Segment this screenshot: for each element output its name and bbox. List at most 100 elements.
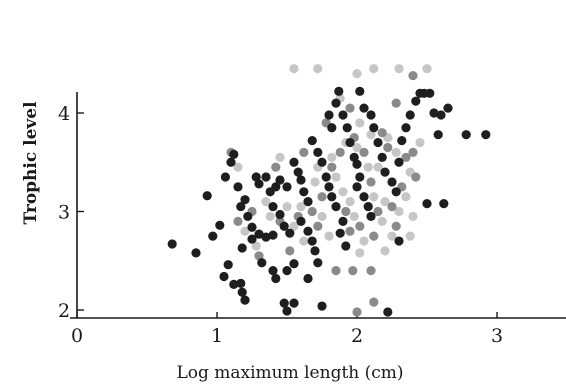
data-point-dark	[335, 228, 345, 238]
data-point-dark	[363, 201, 373, 212]
data-point-mid	[391, 98, 401, 108]
x-axis-title: Log maximum length (cm)	[176, 363, 403, 383]
data-point-light	[380, 246, 390, 256]
data-point-dark	[352, 182, 362, 192]
data-point-light	[363, 162, 373, 172]
data-point-mid	[254, 251, 264, 261]
x-tick-label: 2	[351, 325, 363, 347]
data-point-light	[345, 197, 355, 207]
data-point-light	[355, 248, 365, 258]
data-point-mid	[348, 266, 358, 276]
data-point-dark	[237, 287, 247, 297]
data-point-dark	[461, 130, 471, 140]
data-point-dark	[369, 123, 379, 133]
data-point-light	[408, 211, 418, 222]
data-point-light	[331, 172, 341, 182]
data-point-light	[380, 197, 390, 207]
data-point-dark	[296, 175, 306, 185]
data-point-dark	[439, 199, 449, 209]
data-point-dark	[345, 137, 355, 148]
data-point-dark	[307, 135, 317, 146]
data-point-mid	[355, 221, 365, 231]
data-point-dark	[254, 229, 264, 239]
data-point-dark	[394, 157, 404, 167]
data-point-dark	[429, 108, 439, 118]
data-point-dark	[167, 239, 177, 249]
data-point-light	[369, 192, 379, 202]
data-point-light	[310, 177, 320, 187]
data-point-dark	[299, 187, 309, 197]
data-point-light	[289, 64, 299, 74]
x-tick-label: 1	[211, 325, 223, 347]
data-point-mid	[366, 266, 376, 276]
data-point-dark	[422, 199, 432, 209]
data-point-light	[405, 231, 415, 241]
data-point-light	[324, 231, 334, 241]
data-point-dark	[191, 248, 201, 258]
data-point-mid	[345, 226, 355, 236]
data-point-dark	[307, 236, 317, 246]
data-point-dark	[268, 201, 278, 212]
data-point-dark	[257, 258, 267, 268]
data-point-dark	[443, 103, 453, 113]
data-point-dark	[349, 152, 359, 162]
data-point-dark	[327, 123, 337, 133]
data-point-mid	[411, 172, 421, 182]
x-tick-label: 3	[491, 325, 503, 347]
data-point-dark	[247, 234, 257, 244]
data-point-dark	[237, 243, 247, 253]
x-tick-label: 0	[71, 325, 83, 347]
data-point-light	[265, 211, 275, 222]
data-point-dark	[215, 220, 225, 230]
data-point-dark	[229, 149, 239, 159]
data-point-light	[422, 64, 432, 74]
data-point-dark	[303, 226, 313, 236]
axes	[70, 92, 566, 319]
data-point-light	[327, 152, 337, 162]
data-point-dark	[366, 110, 376, 120]
y-axis-title: Trophic level	[21, 101, 41, 225]
data-point-dark	[236, 201, 246, 212]
data-point-dark	[359, 103, 369, 113]
data-point-mid	[345, 103, 355, 113]
data-point-dark	[338, 216, 348, 226]
data-point-dark	[226, 157, 236, 167]
data-point-mid	[327, 162, 337, 172]
data-point-light	[296, 201, 306, 212]
data-point-dark	[401, 123, 411, 133]
data-point-dark	[481, 130, 491, 140]
data-point-mid	[373, 206, 383, 217]
data-point-dark	[433, 130, 443, 140]
data-point-light	[387, 231, 397, 241]
data-point-dark	[220, 172, 230, 182]
data-point-light	[338, 187, 348, 197]
data-point-light	[282, 201, 292, 212]
data-point-light	[401, 192, 411, 202]
data-point-mid	[391, 221, 401, 231]
data-point-mid	[331, 266, 341, 276]
data-point-mid	[307, 206, 317, 217]
data-point-dark	[282, 266, 292, 276]
data-point-dark	[327, 192, 337, 202]
data-point-dark	[279, 298, 289, 308]
y-tick-label: 2	[58, 300, 70, 322]
data-point-mid	[341, 206, 351, 217]
data-point-dark	[268, 266, 278, 276]
data-point-dark	[289, 298, 299, 308]
data-point-mid	[233, 216, 243, 226]
data-point-dark	[324, 182, 334, 192]
data-point-light	[289, 221, 299, 231]
data-point-dark	[405, 110, 415, 120]
data-point-light	[233, 162, 243, 172]
data-point-dark	[240, 295, 250, 305]
data-point-dark	[380, 167, 390, 177]
data-point-light	[317, 211, 327, 222]
data-point-dark	[285, 228, 295, 238]
data-point-mid	[387, 201, 397, 212]
data-point-dark	[208, 231, 218, 241]
data-point-light	[373, 162, 383, 172]
data-points	[167, 64, 491, 317]
data-point-light	[366, 130, 376, 140]
data-point-dark	[275, 209, 285, 220]
